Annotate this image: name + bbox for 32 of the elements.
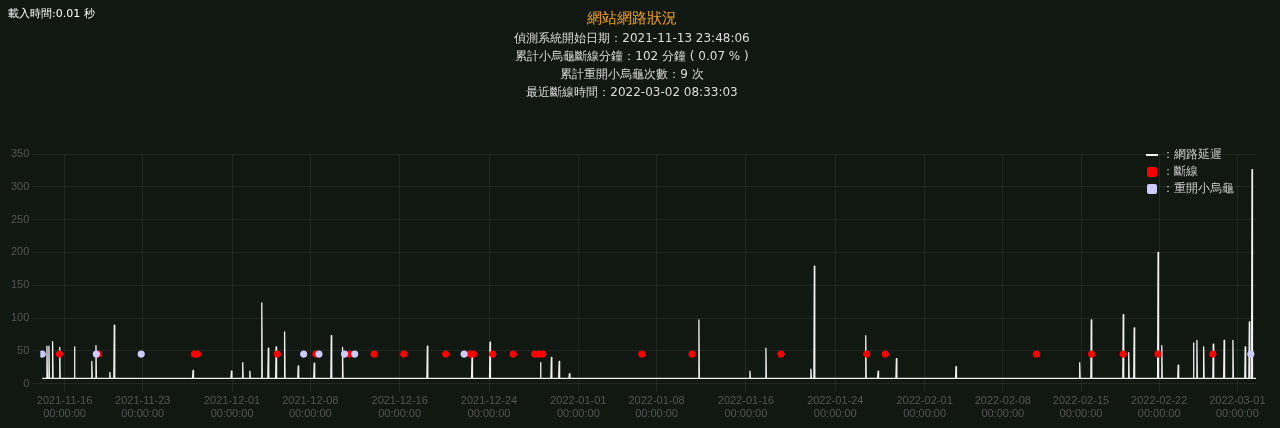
y-tick-label: 200 [10,245,30,258]
text: 載入時間:0.01 秒 [8,6,95,21]
y-tick-label: 50 [17,343,30,356]
text: 最近斷線時間：2022-03-02 08:33:03 [526,85,738,100]
y-tick-label: 100 [10,311,30,324]
x-tick-label: 2022-02-22 00:00:00 [1131,394,1188,420]
legend-label: ：重開小烏龜 [1162,180,1234,197]
y-tick-label: 150 [10,278,30,291]
x-tick-label: 2021-11-16 00:00:00 [36,394,93,420]
x-tick-label: 2022-01-01 00:00:00 [550,394,607,420]
x-tick-label: 2022-01-24 00:00:00 [807,394,864,420]
x-tick-label: 2022-01-16 00:00:00 [717,394,775,420]
x-tick-label: 2021-12-01 00:00:00 [203,394,261,420]
x-tick-label: 2021-11-23 00:00:00 [115,394,171,420]
text: 累計重開小烏龜次數：9 次 [560,67,704,82]
legend-label: ：網路延遲 [1162,146,1222,163]
y-tick-label: 350 [10,147,30,160]
x-tick-label: 2022-02-15 00:00:00 [1052,394,1110,420]
y-tick-label: 300 [10,179,30,192]
x-tick-label: 2021-12-08 00:00:00 [282,394,339,420]
text: 累計小烏龜斷線分鐘：102 分鐘 ( 0.07 % ) [515,49,749,64]
y-tick-label: 250 [10,212,30,225]
x-tick-label: 2022-01-08 00:00:00 [628,394,685,420]
x-tick-label: 2022-03-01 00:00:00 [1209,394,1266,420]
chart-title: 網站網路狀況 [586,8,677,27]
legend-label: ：斷線 [1162,163,1198,180]
chart-subtitle: 偵測系統開始日期：2021-11-13 23:48:06 [513,31,750,46]
x-tick-label: 2022-02-08 00:00:00 [974,394,1031,420]
x-tick-label: 2021-12-24 00:00:00 [460,394,518,420]
x-tick-label: 2022-02-01 00:00:00 [896,394,953,420]
x-tick-label: 2021-12-16 00:00:00 [371,394,428,420]
y-tick-label: 0 [23,376,30,389]
